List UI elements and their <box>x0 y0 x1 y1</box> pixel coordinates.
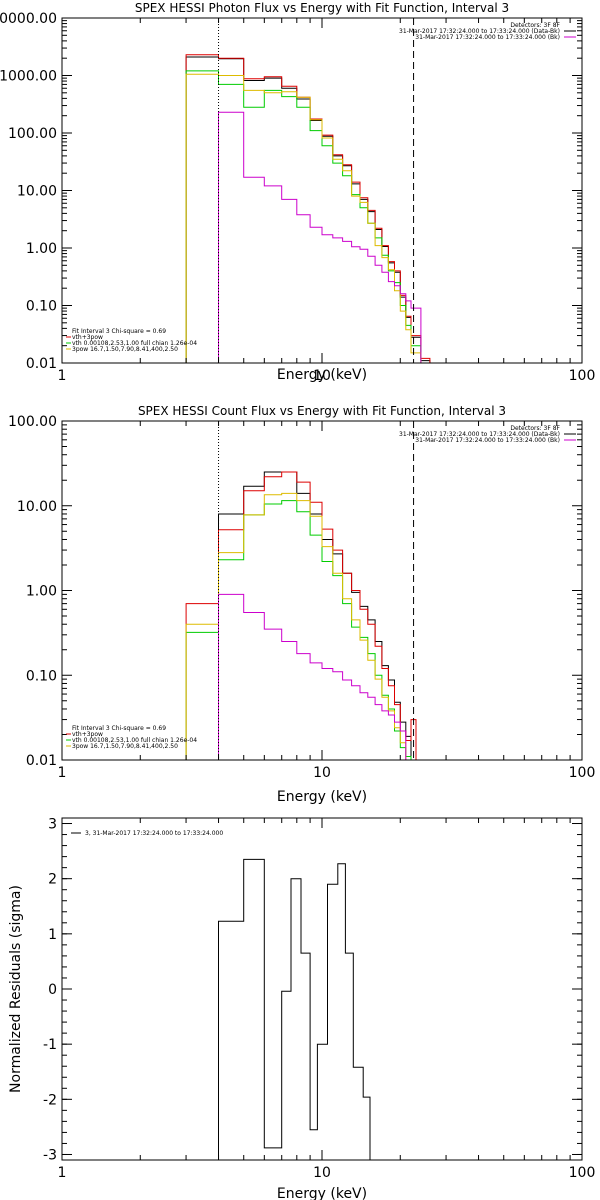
legend-entry: vth 0.00108,2.53,1.00 full chian 1.26e-0… <box>72 340 197 347</box>
x-axis-label: Energy (keV) <box>277 789 367 805</box>
y-tick-label: 0.01 <box>26 356 57 372</box>
series-residuals <box>218 858 371 1160</box>
y-axis: 0.01 0.10 1.00 10.00 100.00 <box>8 414 582 769</box>
y-tick-label: 1000.00 <box>0 69 57 85</box>
series-vth-3pow <box>185 54 431 363</box>
legend-entry: 31-Mar-2017 17:32:24.000 to 17:33:24.000… <box>399 431 560 438</box>
x-tick-label: 100 <box>569 1165 596 1181</box>
series-vth-3pow <box>185 471 417 760</box>
series-3pow <box>185 492 411 761</box>
x-tick-label: 1 <box>58 1165 67 1181</box>
legend-entry: Detectors: 3F 8F <box>510 22 560 29</box>
y-tick-label: 1 <box>48 927 57 943</box>
x-axis-label: Energy (keV) <box>277 367 367 383</box>
legend-entry: 31-Mar-2017 17:32:24.000 to 17:33:24.000… <box>415 437 560 444</box>
legend-entry: 3pow 16.7,1.50,7.90,8.41,400,2.50 <box>72 743 178 750</box>
x-tick-label: 10 <box>313 1165 331 1181</box>
x-tick-label: 10 <box>313 765 331 781</box>
y-tick-label: 0.10 <box>26 299 57 315</box>
y-tick-label: -2 <box>43 1092 57 1108</box>
chart-panel-1: SPEX HESSI Photon Flux vs Energy with Fi… <box>0 1 595 384</box>
plot-frame <box>61 420 583 761</box>
y-tick-label: 10.00 <box>17 184 57 200</box>
x-tick-label: 100 <box>569 368 596 384</box>
y-tick-label: -3 <box>43 1147 57 1163</box>
y-tick-label: 100.00 <box>8 414 57 430</box>
legend-entry: Detectors: 3F 8F <box>510 425 560 432</box>
legend-entry: vth 0.00108,2.53,1.00 full chian 1.26e-0… <box>72 737 197 744</box>
y-tick-label: 1.00 <box>26 584 57 600</box>
legend-entry: vth+3pow <box>72 334 103 341</box>
y-tick-label: 0.10 <box>26 668 57 684</box>
chart-panel-3: 1 10 100 Energy (keV) -3 -2 -1 0 1 2 3 Normalized R… <box>8 817 595 1200</box>
x-axis: 1 10 100 <box>58 818 596 1181</box>
series-bk <box>218 593 407 760</box>
legend-bottom-left: Fit Interval 3 Chi-square = 0.69vth+3pow… <box>66 725 197 750</box>
series-vth <box>185 500 412 760</box>
legend-entry: vth+3pow <box>72 731 103 738</box>
series-vth <box>185 70 430 364</box>
legend-entry: 31-Mar-2017 17:32:24.000 to 17:33:24.000… <box>399 28 560 35</box>
x-axis-label: Energy (keV) <box>277 1186 367 1200</box>
legend-entry: Fit Interval 3 Chi-square = 0.69 <box>72 725 166 732</box>
series-bk <box>218 111 422 363</box>
legend: 3, 31-Mar-2017 17:32:24.000 to 17:33:24.… <box>71 830 223 837</box>
legend-entry: 31-Mar-2017 17:32:24.000 to 17:33:24.000… <box>415 34 560 41</box>
legend-entry: 3pow 16.7,1.50,7.90,8.41,400,2.50 <box>72 346 178 353</box>
y-axis-label: Normalized Residuals (sigma) <box>8 885 24 1093</box>
x-tick-label: 100 <box>569 765 596 781</box>
plot-frame <box>61 17 583 364</box>
x-axis: 1 10 100 <box>58 421 596 781</box>
y-tick-label: 0.01 <box>26 753 57 769</box>
y-axis: 0.01 0.10 1.00 10.00 100.00 1000.00 10000.00 <box>0 11 582 372</box>
x-axis: 1 10 100 <box>58 18 596 384</box>
y-tick-label: 1.00 <box>26 241 57 257</box>
y-axis: -3 -2 -1 0 1 2 3 <box>43 817 582 1163</box>
y-tick-label: 100.00 <box>8 126 57 142</box>
y-tick-label: 10.00 <box>17 499 57 515</box>
y-tick-label: 2 <box>48 872 57 888</box>
chart-title: SPEX HESSI Count Flux vs Energy with Fit… <box>138 404 506 418</box>
series-3pow <box>185 73 430 364</box>
x-tick-label: 1 <box>58 368 67 384</box>
legend-entry: 3, 31-Mar-2017 17:32:24.000 to 17:33:24.… <box>85 830 223 837</box>
legend-bottom-left: Fit Interval 3 Chi-square = 0.69vth+3pow… <box>66 328 197 353</box>
plot-frame <box>61 817 583 1161</box>
x-tick-label: 1 <box>58 765 67 781</box>
legend-entry: Fit Interval 3 Chi-square = 0.69 <box>72 328 166 335</box>
series-data-bk <box>185 56 431 363</box>
chart-panel-2: SPEX HESSI Count Flux vs Energy with Fit… <box>8 404 595 805</box>
y-tick-label: 3 <box>48 817 57 833</box>
y-tick-label: -1 <box>43 1037 57 1053</box>
y-tick-label: 10000.00 <box>0 11 57 27</box>
y-tick-label: 0 <box>48 982 57 998</box>
x-tick-label: 10 <box>313 368 331 384</box>
chart-title: SPEX HESSI Photon Flux vs Energy with Fi… <box>135 1 509 15</box>
